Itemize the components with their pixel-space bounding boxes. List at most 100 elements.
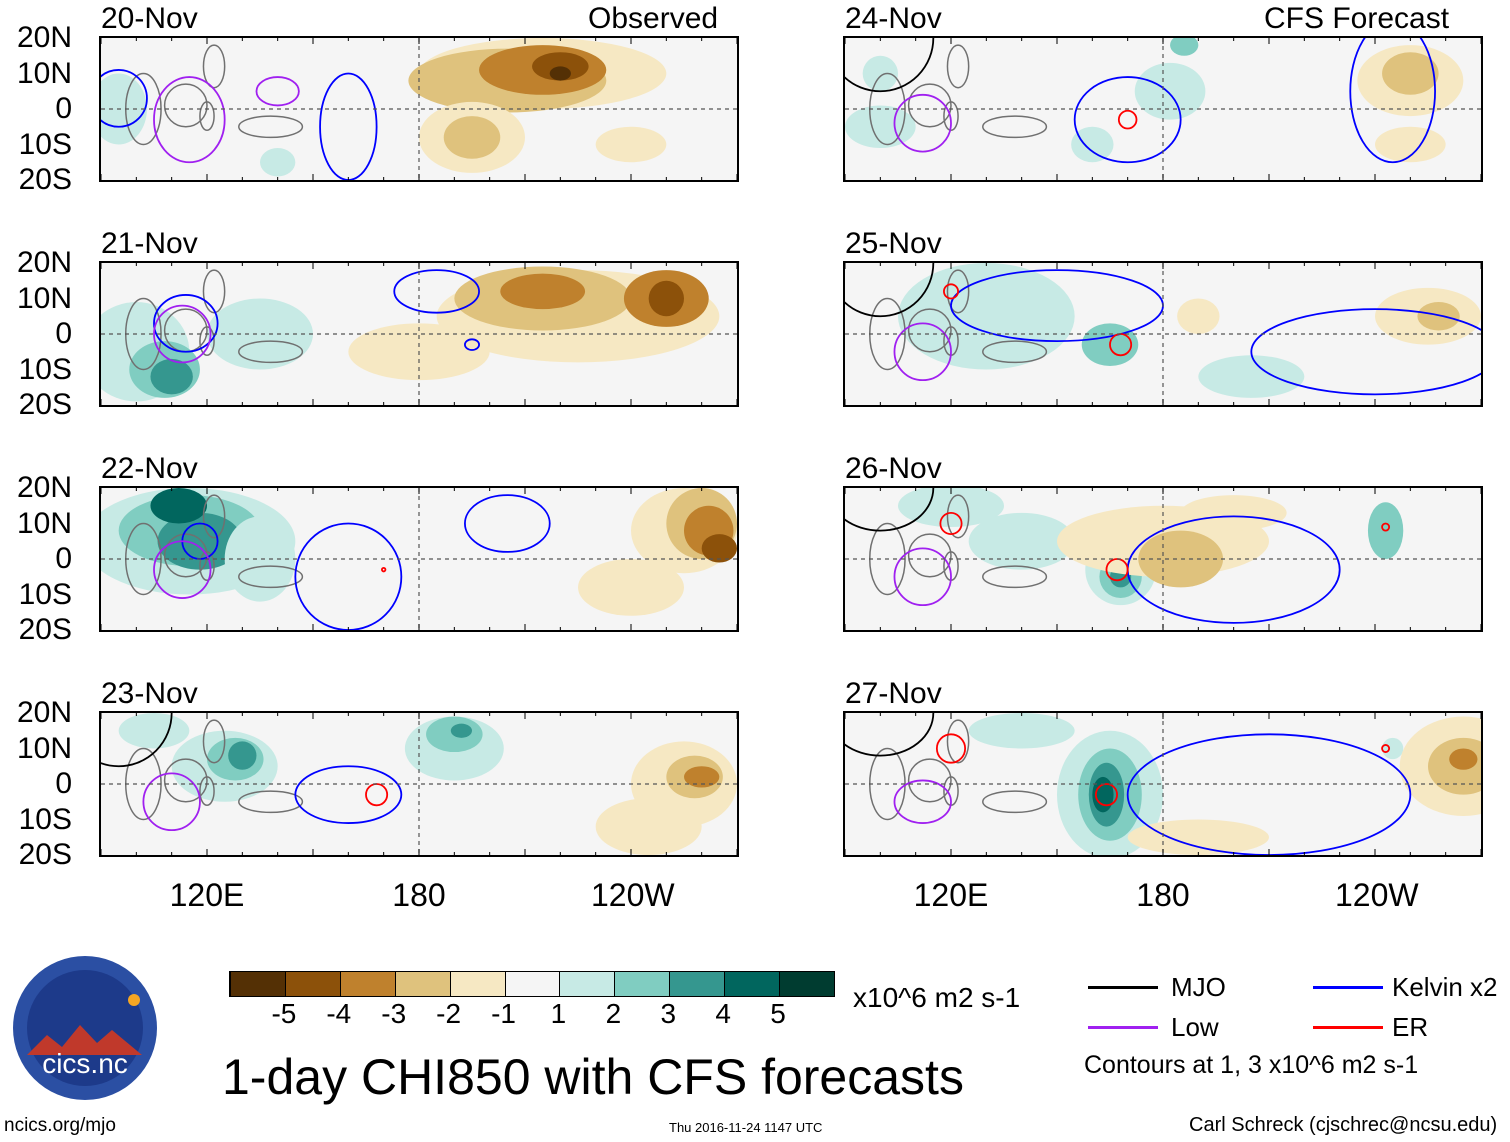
panel-date: 24-Nov: [845, 2, 942, 35]
coastline: [202, 269, 226, 314]
er-contour: [939, 511, 963, 536]
anomaly-fill-level-1: [260, 148, 296, 177]
mjo-contour: [845, 38, 935, 93]
panel-date: 22-Nov: [101, 452, 198, 485]
kelvin-contour: [1073, 76, 1182, 164]
anomaly-fill-level-1: [1198, 355, 1305, 398]
main-title: 1-day CHI850 with CFS forecasts: [222, 1049, 964, 1105]
kelvin-contour: [294, 522, 403, 630]
cics-logo: cics.nc: [12, 955, 158, 1101]
low-contour: [893, 322, 952, 382]
author-credit: Carl Schreck (cjschrec@ncsu.edu): [1189, 1114, 1498, 1136]
colorbar-tick-label: 1: [550, 998, 567, 1029]
anomaly-fill-level-3: [150, 358, 193, 395]
lat-tick-label: 20S: [18, 388, 72, 421]
low-contour: [153, 76, 226, 164]
coastline: [907, 308, 952, 353]
anomaly-fill-level-1: [1134, 62, 1206, 120]
low-contour: [893, 93, 952, 153]
coastline: [982, 340, 1048, 364]
mjo-contour: [101, 713, 173, 768]
anomaly-fill-level--3: [500, 273, 586, 310]
coastline: [946, 269, 970, 314]
coastline: [907, 83, 952, 128]
coastline: [199, 326, 215, 357]
lon-tick-label: 120W: [591, 877, 675, 913]
colorbar-cell: [669, 972, 725, 996]
anomaly-fill-level--1: [595, 126, 667, 163]
coastline: [199, 776, 215, 807]
anomaly-fill-level-1: [898, 488, 1004, 528]
map-panel-24-Nov: [843, 36, 1483, 182]
colorbar-cell: [559, 972, 615, 996]
colorbar-cell: [504, 972, 560, 996]
low-contour: [893, 779, 952, 824]
map-panel-21-Nov: [99, 261, 739, 407]
lat-tick-label: 10N: [16, 56, 72, 90]
forecast-label: CFS Forecast: [1264, 2, 1450, 35]
anomaly-fill-level-1: [1071, 126, 1114, 163]
colorbar-cell: [724, 972, 780, 996]
coastline: [982, 565, 1048, 589]
er-contour: [1094, 783, 1118, 807]
kelvin-contour: [1349, 38, 1436, 164]
mjo-contour: [845, 488, 935, 532]
lat-tick-label: 20N: [16, 246, 72, 279]
lon-tick-label: 180: [1136, 877, 1190, 913]
lon-tick-label: 120W: [1335, 877, 1419, 913]
anomaly-fill-level-3: [450, 723, 472, 738]
colorbar-tick-label: -2: [436, 998, 462, 1029]
panel-date: 25-Nov: [845, 227, 942, 260]
map-panel-20-Nov: [99, 36, 739, 182]
panel-date: 27-Nov: [845, 677, 942, 710]
anomaly-fill-level-1: [968, 713, 1075, 749]
colorbar-tick-label: 5: [770, 998, 786, 1029]
map-panel-27-Nov: [843, 711, 1483, 857]
anomaly-fill-level--1: [1375, 126, 1446, 163]
colorbar-cell: [449, 972, 505, 996]
anomaly-fill-level--2: [1417, 302, 1460, 331]
coastline: [238, 790, 304, 814]
site-link[interactable]: ncics.org/mjo: [4, 1115, 116, 1136]
anomaly-fill-level-3: [228, 741, 257, 770]
lat-tick-label: 20N: [16, 471, 72, 504]
kelvin-contour: [319, 72, 378, 180]
colorbar-cell: [614, 972, 670, 996]
anomaly-fill-level--1: [1180, 495, 1287, 531]
panel-date: 23-Nov: [101, 677, 198, 710]
lat-tick-label: 10S: [18, 352, 72, 386]
anomaly-fill-level-2: [1170, 38, 1199, 56]
anomaly-fill-level-1: [118, 713, 190, 749]
anomaly-fill-level-1: [1382, 737, 1404, 760]
kelvin-contour: [153, 294, 219, 353]
colorbar-units: x10^6 m2 s-1: [853, 982, 1021, 1013]
er-contour: [1117, 109, 1138, 130]
anomaly-fill-level--3: [684, 766, 720, 788]
coastline: [199, 551, 215, 582]
lat-tick-label: 0: [55, 542, 72, 575]
colorbar-cell: [339, 972, 395, 996]
coastline: [946, 719, 970, 764]
low-contour: [153, 304, 212, 364]
colorbar-cell: [394, 972, 450, 996]
anomaly-fill-level-4: [150, 488, 207, 524]
map-panel-26-Nov: [843, 486, 1483, 632]
lat-tick-label: 10N: [16, 731, 72, 765]
coastline: [946, 494, 970, 539]
anomaly-fill-level--5: [549, 66, 571, 81]
colorbar-cell: [284, 972, 340, 996]
kelvin-contour: [464, 338, 480, 351]
coastline: [238, 565, 304, 589]
anomaly-fill-level--4: [701, 534, 737, 563]
anomaly-fill-level--3: [1449, 748, 1478, 770]
kelvin-contour: [1126, 733, 1412, 855]
panel-date: 26-Nov: [845, 452, 942, 485]
colorbar-tick-label: -3: [381, 998, 407, 1029]
er-legend-label: ER: [1392, 1012, 1429, 1042]
lat-tick-label: 20N: [16, 696, 72, 729]
coastline: [946, 44, 970, 89]
anomaly-fill-level-3: [157, 512, 243, 570]
low-contour: [153, 540, 212, 599]
map-panel-25-Nov: [843, 261, 1483, 407]
coastline: [202, 44, 226, 89]
